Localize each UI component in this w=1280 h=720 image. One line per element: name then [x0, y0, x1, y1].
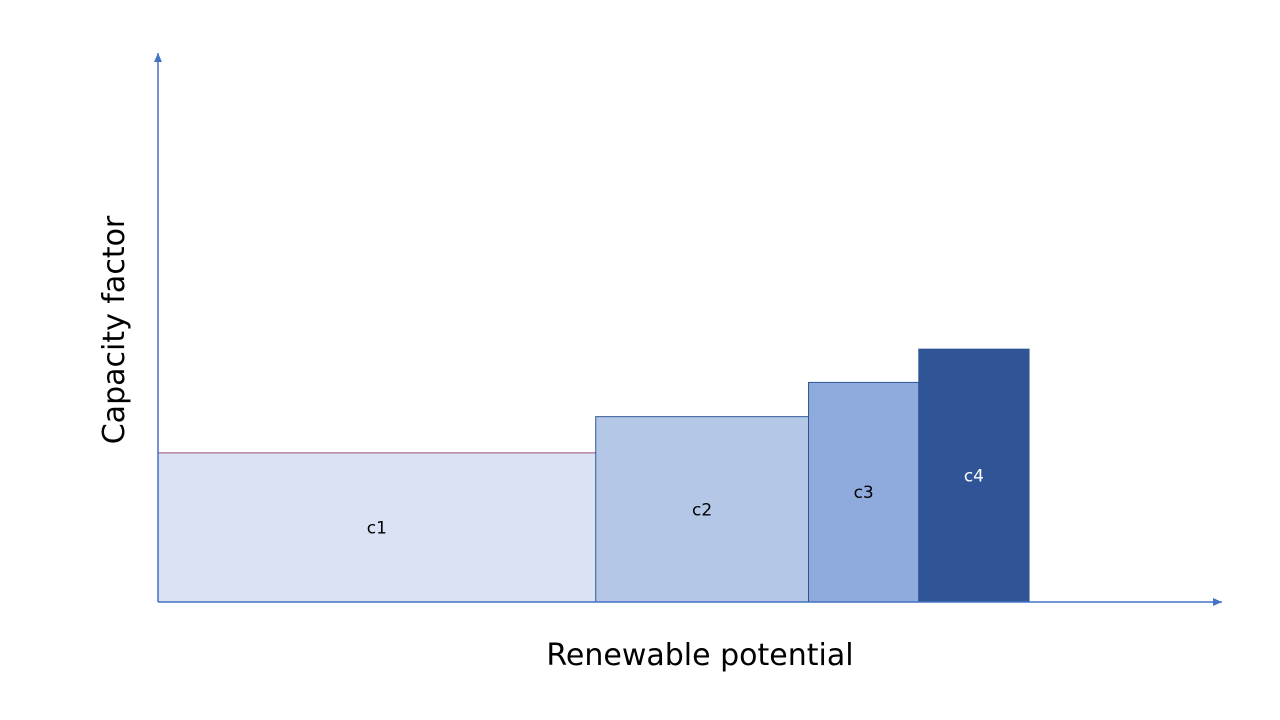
- block-c2: [595, 416, 810, 603]
- block-c1: [158, 452, 596, 602]
- x-axis-title: Renewable potential: [546, 638, 853, 673]
- block-label-c4: c4: [964, 467, 984, 487]
- bars-group: c1 c2 c3 c4: [158, 348, 1030, 603]
- y-axis-title: Capacity factor: [97, 215, 132, 444]
- block-label-c1: c1: [367, 518, 387, 538]
- block-label-c3: c3: [854, 483, 874, 503]
- block-label-c2: c2: [692, 500, 712, 520]
- block-c4: [918, 348, 1030, 603]
